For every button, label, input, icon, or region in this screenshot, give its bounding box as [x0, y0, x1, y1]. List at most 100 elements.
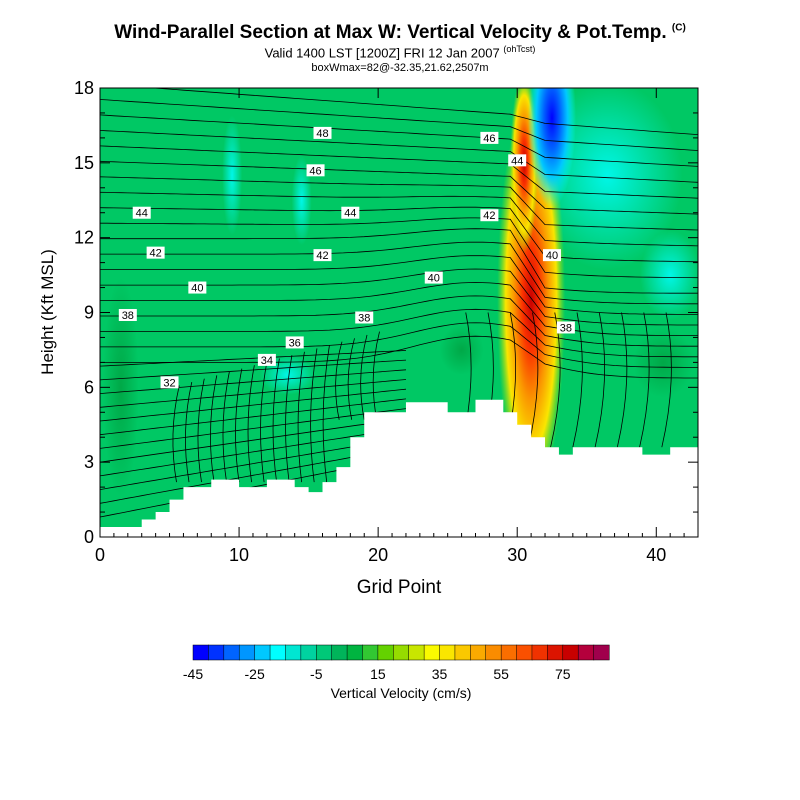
theta-label-box: [480, 131, 499, 144]
colorbar-swatch: [208, 644, 225, 661]
theta-contour: [100, 282, 698, 337]
colorbar-tick-label: -45: [183, 666, 203, 682]
x-axis-label: Grid Point: [357, 577, 442, 598]
colorbar-swatch: [500, 644, 518, 661]
theta-contour: [100, 206, 698, 263]
theta-label: 34: [257, 353, 276, 367]
theta-contour: [272, 358, 280, 483]
colorbar-tick-label: 75: [555, 666, 571, 682]
y-tick-label: 0: [84, 527, 94, 547]
theta-contour: [100, 217, 698, 279]
theta-contour: [100, 308, 698, 358]
y-tick-label: 3: [84, 452, 94, 472]
theta-contour: [100, 130, 698, 183]
theta-contour: [148, 88, 698, 135]
theta-label-box: [313, 126, 332, 139]
theta-label-text: 40: [428, 273, 440, 285]
theta-contour: [285, 355, 293, 483]
theta-contour: [100, 350, 407, 367]
theta-label-text: 36: [289, 337, 301, 349]
chart-title: Wind-Parallel Section at Max W: Vertical…: [114, 22, 686, 43]
theta-label-box: [118, 308, 137, 321]
y-tick-label: 15: [74, 153, 94, 173]
colorbar-swatch: [593, 644, 610, 661]
theta-contour: [360, 334, 368, 420]
theta-label: 46: [306, 164, 325, 177]
theta-label-text: 48: [316, 128, 328, 140]
theta-contour: [210, 375, 218, 483]
y-axis-label: Height (Kft MSL): [38, 249, 57, 375]
plot-area: 48 46 46 44 44 44 42 42 42 40 40 40 38 38 38 36 34 32: [100, 88, 698, 537]
theta-contour: [222, 371, 230, 483]
colorbar-swatch: [238, 644, 256, 661]
theta-contour: [172, 385, 180, 483]
colorbar-tick-label: 55: [493, 666, 509, 682]
theta-label-text: 40: [546, 250, 558, 262]
y-tick-label: 9: [84, 303, 94, 323]
theta-contour: [616, 312, 628, 448]
theta-contour: [100, 369, 407, 394]
colorbar-swatch: [562, 644, 579, 661]
theta-contour: [100, 228, 698, 294]
chart-subtitle-valid: Valid 1400 LST [1200Z] FRI 12 Jan 2007 (…: [264, 44, 536, 61]
theta-label-text: 42: [316, 250, 328, 262]
colorbar-swatch: [577, 644, 595, 661]
theta-contour: [185, 382, 193, 483]
x-tick-label: 20: [368, 545, 388, 565]
x-tick-label: 30: [507, 545, 527, 565]
colorbar-swatch: [192, 644, 209, 661]
theta-label-box: [542, 249, 561, 262]
colorbar-swatch: [285, 644, 302, 661]
theta-contour: [100, 379, 407, 408]
theta-contour: [661, 312, 672, 448]
colorbar-swatch: [316, 644, 333, 661]
colorbar-swatch: [408, 644, 425, 661]
theta-contour: [297, 351, 305, 483]
x-tick-label: 10: [229, 545, 249, 565]
theta-label: 32: [160, 376, 179, 389]
theta-label-text: 46: [309, 165, 321, 177]
theta-contour: [322, 344, 330, 483]
colorbar: -45 -25 -5 15 35 55 75: [183, 644, 610, 682]
theta-label: 48: [313, 126, 332, 140]
theta-contour: [572, 312, 583, 448]
colorbar-swatch: [254, 644, 271, 661]
theta-contour: [100, 295, 698, 347]
theta-contour: [100, 145, 698, 199]
colorbar-swatch: [516, 644, 533, 661]
theta-contour: [372, 331, 380, 420]
colorbar-swatch: [485, 644, 502, 661]
w-field-cell: [439, 324, 484, 375]
colorbar-swatch: [362, 644, 379, 661]
colorbar-swatch: [393, 644, 410, 661]
theta-contour: [527, 312, 539, 448]
colorbar-tick-label: -25: [245, 666, 265, 682]
colorbar-swatch: [300, 644, 317, 661]
w-field-cell: [527, 88, 576, 208]
colorbar-swatch: [346, 644, 364, 661]
theta-contour: [100, 388, 407, 422]
theta-label-text: 40: [191, 283, 203, 295]
theta-contour: [594, 312, 606, 448]
theta-contour: [347, 338, 355, 420]
theta-label-box: [188, 281, 207, 294]
theta-contour: [100, 335, 698, 379]
theta-contour: [100, 359, 407, 381]
colorbar-swatch: [377, 644, 394, 661]
theta-label: 40: [542, 249, 561, 262]
theta-label-text: 44: [511, 155, 523, 167]
colorbar-swatch: [454, 644, 471, 661]
theta-contour: [100, 417, 407, 463]
theta-label: 40: [424, 271, 443, 285]
theta-contour: [100, 427, 407, 477]
theta-label: 42: [313, 249, 332, 262]
colorbar-swatch: [470, 644, 487, 661]
theta-contour: [100, 398, 407, 436]
theta-label-box: [355, 311, 374, 324]
theta-contour: [100, 191, 698, 247]
colorbar-swatch: [269, 644, 287, 661]
theta-label-box: [424, 271, 443, 284]
theta-label: 38: [118, 308, 137, 322]
theta-label-text: 44: [136, 208, 148, 220]
theta-label-text: 32: [163, 377, 175, 389]
